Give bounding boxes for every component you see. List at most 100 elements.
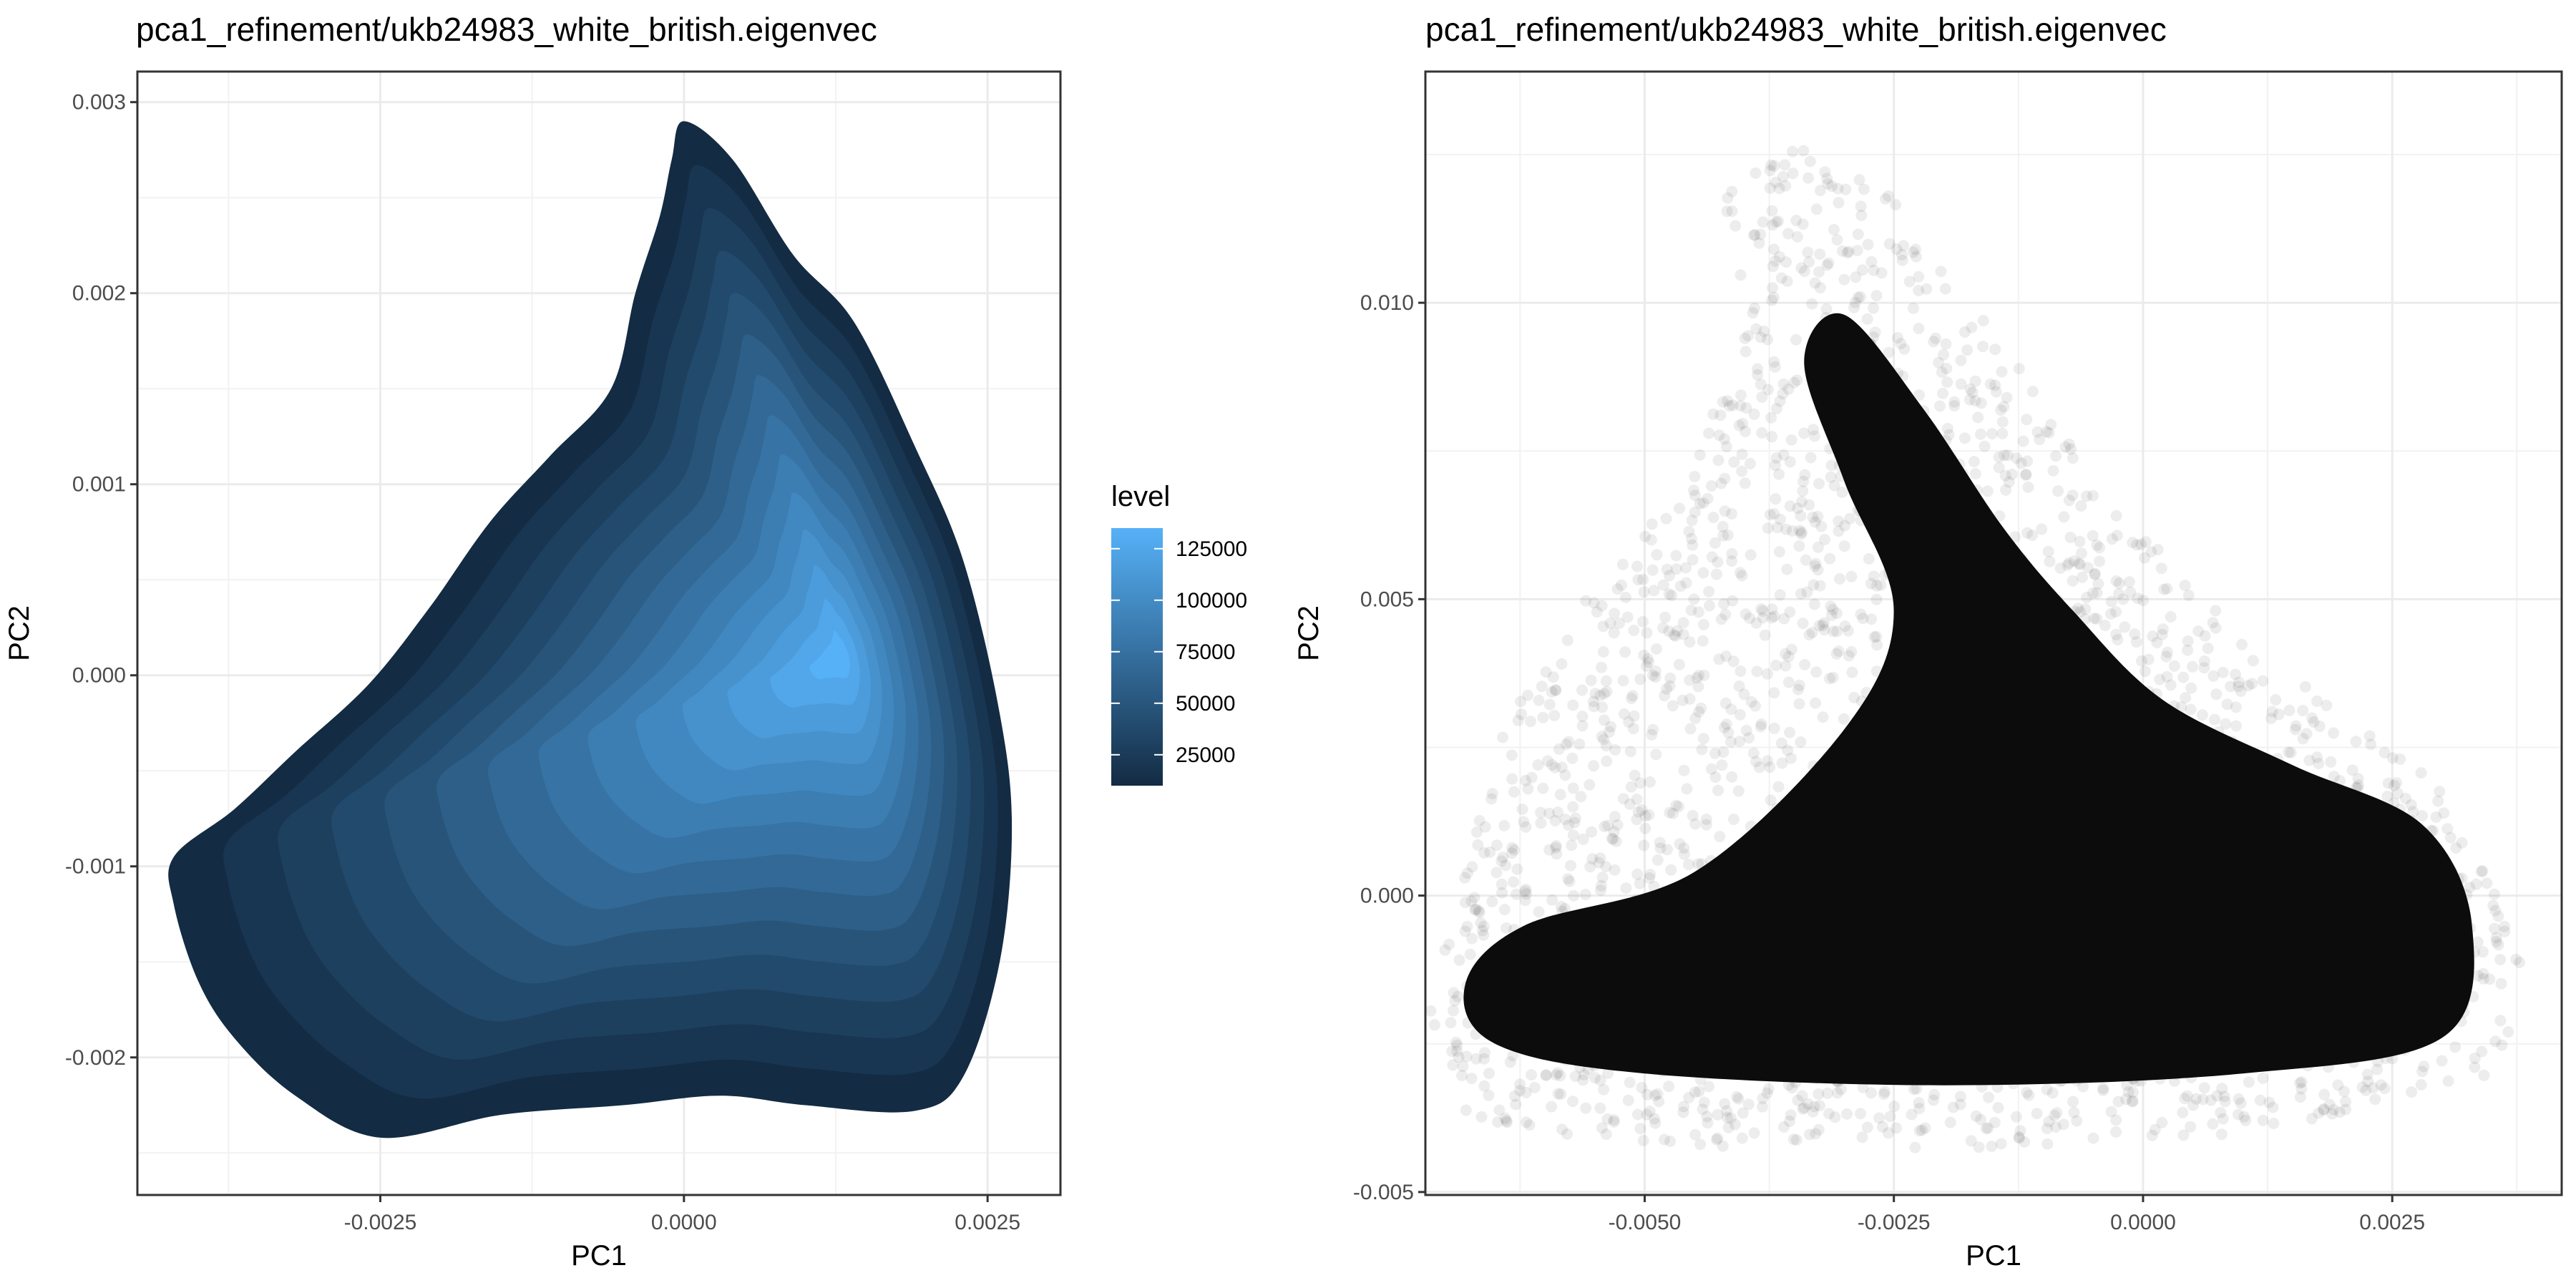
- scatter-point: [2202, 643, 2214, 654]
- scatter-point: [1765, 411, 1777, 424]
- scatter-point: [1552, 1088, 1564, 1100]
- scatter-point: [1508, 786, 1520, 798]
- scatter-point: [1954, 1098, 1966, 1111]
- scatter-point: [1543, 698, 1556, 711]
- scatter-point: [2430, 811, 2442, 823]
- scatter-point: [1735, 389, 1747, 401]
- scatter-point: [1620, 882, 1632, 894]
- scatter-point: [1596, 600, 1608, 612]
- scatter-point: [1964, 383, 1976, 395]
- scatter-point: [2117, 593, 2129, 605]
- scatter-point: [1828, 223, 1840, 235]
- scatter-point: [1767, 219, 1779, 231]
- scatter-point: [1774, 589, 1786, 601]
- scatter-point: [1940, 338, 1952, 350]
- scatter-point: [1834, 573, 1845, 585]
- scatter-point: [2099, 620, 2111, 632]
- scatter-point: [1798, 265, 1810, 278]
- scatter-point: [1986, 428, 1998, 440]
- scatter-point: [1608, 1114, 1620, 1126]
- scatter-point: [1913, 1125, 1926, 1137]
- scatter-point: [2091, 613, 2103, 625]
- scatter-point: [1569, 812, 1581, 824]
- scatter-point: [1803, 629, 1815, 641]
- scatter-point: [1693, 706, 1705, 718]
- scatter-point: [1601, 755, 1613, 767]
- scatter-point: [1685, 532, 1697, 545]
- scatter-point: [1765, 794, 1777, 806]
- scatter-point: [1448, 1005, 1459, 1017]
- scatter-point: [1663, 588, 1675, 600]
- scatter-point: [2088, 613, 2100, 625]
- scatter-point: [1713, 429, 1725, 441]
- scatter-point: [2442, 1075, 2454, 1087]
- scatter-point: [1814, 282, 1826, 294]
- scatter-point: [2218, 1091, 2230, 1103]
- scatter-point: [1615, 579, 1627, 591]
- scatter-point: [1975, 1113, 1987, 1126]
- scatter-point: [1768, 687, 1780, 699]
- scatter-point: [1919, 1122, 1931, 1134]
- scatter-point: [1868, 570, 1880, 582]
- scatter-point: [1556, 1123, 1568, 1136]
- scatter-point: [2199, 630, 2211, 642]
- scatter-point: [2318, 1103, 2330, 1115]
- scatter-point: [1913, 270, 1925, 283]
- scatter-point: [1875, 267, 1888, 279]
- scatter-point: [1911, 1083, 1923, 1095]
- scatter-point: [1700, 819, 1712, 831]
- scatter-point: [2198, 655, 2210, 667]
- scatter-point: [1726, 555, 1738, 567]
- scatter-point: [1475, 917, 1487, 929]
- scatter-point: [1605, 721, 1616, 733]
- scatter-point: [1516, 803, 1528, 815]
- scatter-point: [1913, 285, 1925, 296]
- scatter-point: [1862, 238, 1874, 250]
- scatter-point: [2126, 1096, 2138, 1108]
- scatter-point: [1799, 658, 1811, 670]
- scatter-point: [1719, 1098, 1731, 1110]
- scatter-point: [1664, 1136, 1677, 1147]
- scatter-point: [1839, 620, 1851, 632]
- scatter-point: [2238, 1111, 2250, 1123]
- scatter-point: [1764, 165, 1776, 177]
- scatter-point: [2254, 1094, 2266, 1106]
- scatter-point: [1460, 1050, 1473, 1063]
- scatter-point: [2328, 771, 2340, 783]
- scatter-point: [2121, 1079, 2133, 1091]
- scatter-point: [1809, 430, 1820, 442]
- scatter-point: [1790, 215, 1802, 226]
- scatter-point: [1722, 395, 1734, 407]
- scatter-point: [1769, 459, 1781, 472]
- scatter-point: [1666, 590, 1678, 602]
- scatter-point: [2001, 449, 2014, 462]
- scatter-point: [2077, 1080, 2089, 1093]
- scatter-point: [1768, 356, 1780, 368]
- scatter-point: [1844, 512, 1856, 525]
- scatter-point: [2283, 746, 2295, 758]
- scatter-point: [1664, 672, 1677, 684]
- scatter-point: [2064, 532, 2077, 543]
- scatter-point: [1687, 554, 1699, 566]
- scatter-point: [1802, 246, 1814, 258]
- scatter-point: [1691, 672, 1703, 684]
- scatter-point: [2091, 587, 2103, 599]
- dense-point-cloud: [1463, 313, 2474, 1085]
- scatter-point: [2041, 1138, 2054, 1150]
- scatter-point: [1598, 1083, 1610, 1096]
- scatter-point: [1470, 903, 1482, 915]
- scatter-point: [1660, 512, 1672, 525]
- scatter-point: [2165, 611, 2177, 623]
- scatter-point: [1909, 1141, 1921, 1153]
- scatter-point: [1464, 948, 1476, 960]
- scatter-point: [1719, 472, 1731, 484]
- scatter-point: [2477, 967, 2489, 980]
- scatter-point: [1796, 1090, 1808, 1102]
- scatter-point: [2499, 920, 2510, 932]
- scatter-point: [1772, 522, 1784, 534]
- scatter-point: [1906, 1108, 1918, 1121]
- scatter-point: [1591, 606, 1603, 618]
- scatter-point: [1777, 171, 1789, 182]
- scatter-point: [2106, 533, 2118, 545]
- scatter-point: [1468, 892, 1480, 904]
